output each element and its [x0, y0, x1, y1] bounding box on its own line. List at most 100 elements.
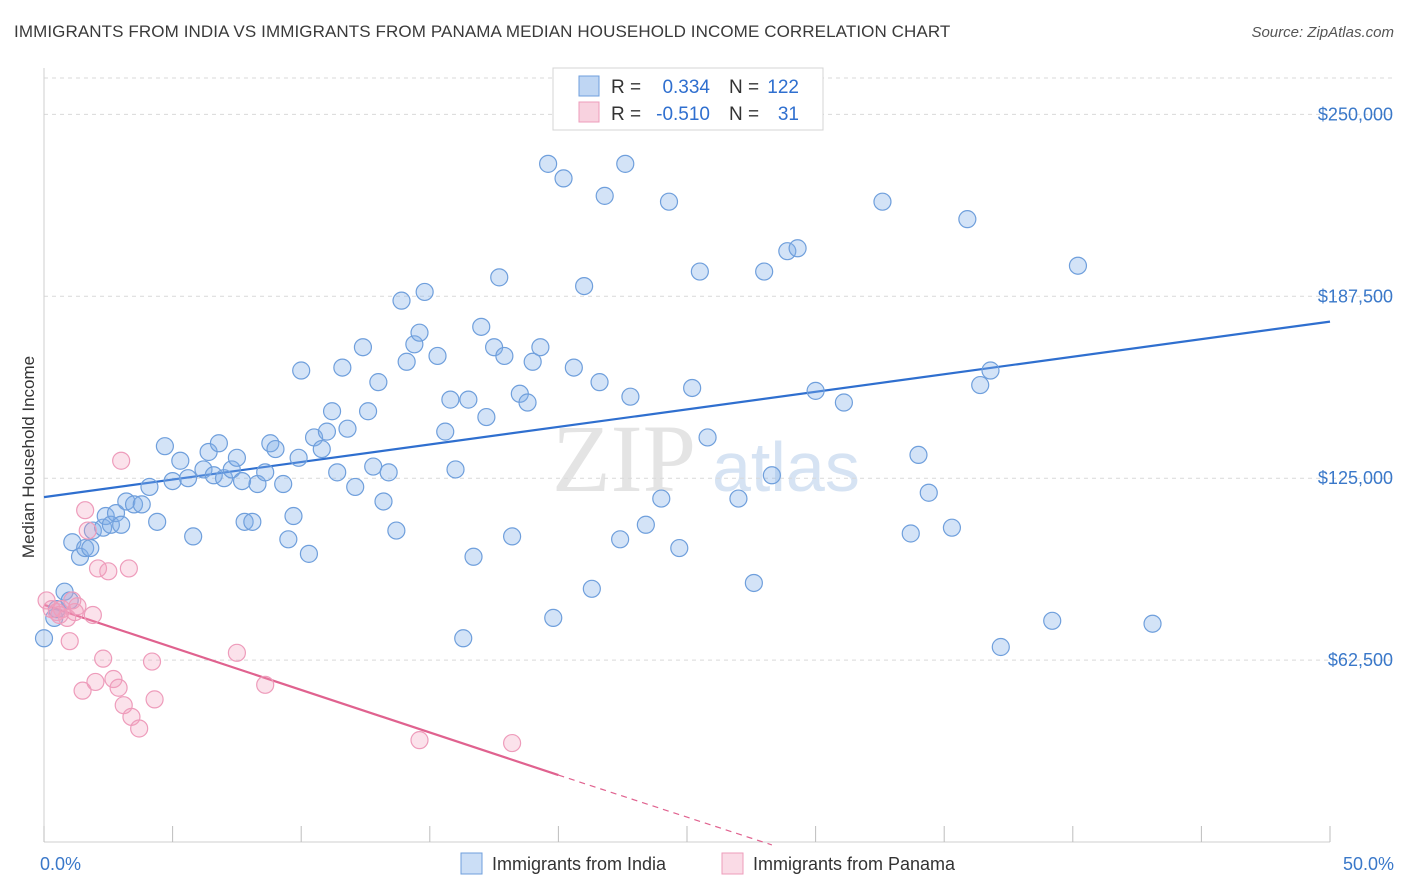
point-india: [155, 437, 174, 456]
point-india: [539, 154, 558, 173]
point-india: [328, 463, 347, 482]
y-tick-label: $250,000: [1318, 104, 1393, 124]
point-panama: [256, 675, 275, 694]
point-india: [1043, 611, 1062, 630]
point-india: [235, 512, 254, 531]
point-india: [387, 521, 406, 540]
legend-n-label-india: N =: [729, 77, 759, 98]
legend-r-label-panama: R =: [611, 104, 641, 125]
point-india: [454, 629, 473, 648]
point-india: [124, 495, 144, 514]
point-india: [670, 538, 689, 558]
point-panama: [130, 719, 149, 738]
point-india: [222, 460, 241, 479]
point-india: [971, 375, 990, 395]
point-panama: [99, 562, 118, 581]
point-india: [194, 460, 213, 479]
series-legend-swatch-india: [460, 852, 483, 875]
watermark-atlas: atlas: [712, 428, 860, 506]
point-india: [901, 524, 920, 543]
point-india: [616, 154, 635, 173]
data-points: [34, 154, 1162, 753]
point-india: [744, 573, 763, 593]
point-panama: [86, 672, 105, 692]
point-panama: [60, 632, 79, 651]
point-india: [590, 373, 609, 392]
point-india: [261, 434, 280, 453]
point-india: [132, 495, 151, 514]
series-legend-label-india: Immigrants from India: [492, 854, 667, 874]
point-india: [333, 358, 352, 377]
point-india: [397, 352, 416, 371]
point-panama: [50, 605, 69, 625]
point-india: [292, 361, 311, 380]
point-panama: [73, 681, 92, 700]
point-panama: [37, 591, 56, 610]
series-legend: Immigrants from India Immigrants from Pa…: [460, 852, 956, 875]
point-india: [554, 169, 573, 188]
point-india: [415, 282, 434, 302]
legend-swatch-panama: [578, 101, 600, 123]
point-panama: [109, 678, 128, 697]
point-india: [472, 317, 491, 336]
point-india: [140, 477, 159, 497]
point-panama: [94, 649, 113, 668]
point-india: [919, 483, 938, 502]
point-india: [101, 515, 120, 534]
y-tick-label: $62,500: [1328, 650, 1393, 670]
point-india: [690, 262, 709, 281]
point-india: [353, 338, 373, 357]
point-india: [942, 518, 962, 537]
point-panama: [83, 605, 102, 625]
point-india: [441, 390, 460, 409]
legend-n-value-india: 122: [767, 77, 799, 98]
point-india: [564, 358, 583, 377]
x-tick-label: 0.0%: [40, 854, 81, 874]
point-india: [83, 521, 102, 540]
point-india: [379, 463, 398, 482]
point-india: [317, 422, 337, 441]
legend-r-label-india: R =: [611, 77, 641, 98]
point-panama: [227, 643, 246, 662]
point-india: [698, 428, 717, 447]
watermark: ZIP atlas: [552, 405, 860, 512]
trend-line-panama-extrapolated: [558, 774, 773, 846]
point-india: [446, 460, 465, 479]
point-india: [495, 346, 514, 366]
point-india: [274, 474, 293, 494]
watermark-zip: ZIP: [552, 405, 696, 512]
point-india: [464, 547, 483, 566]
point-india: [544, 608, 563, 627]
point-india: [621, 387, 640, 406]
point-india: [178, 469, 198, 488]
point-india: [34, 629, 54, 648]
point-india: [991, 637, 1010, 657]
point-panama: [63, 591, 82, 610]
point-india: [778, 242, 797, 261]
point-panama: [503, 733, 522, 753]
point-india: [958, 210, 977, 229]
point-india: [503, 527, 522, 546]
point-panama: [78, 521, 97, 540]
point-india: [184, 527, 203, 546]
point-india: [490, 268, 509, 287]
point-india: [729, 489, 748, 508]
source-credit: Source: ZipAtlas.com: [1251, 24, 1394, 41]
axes: $62,500 $125,000 $187,500 $250,000 0.0% 50.0%: [40, 68, 1394, 874]
point-india: [683, 378, 702, 398]
point-india: [374, 492, 393, 511]
point-india: [346, 477, 365, 497]
point-panama: [112, 451, 131, 470]
point-india: [81, 538, 100, 558]
point-panama: [145, 690, 164, 709]
point-india: [575, 276, 594, 296]
point-india: [755, 262, 774, 281]
point-panama: [410, 731, 429, 750]
gridlines: [44, 77, 1394, 661]
point-panama: [104, 669, 123, 689]
point-india: [582, 579, 601, 598]
point-india: [611, 530, 630, 549]
point-india: [518, 393, 537, 412]
point-india: [405, 335, 424, 354]
